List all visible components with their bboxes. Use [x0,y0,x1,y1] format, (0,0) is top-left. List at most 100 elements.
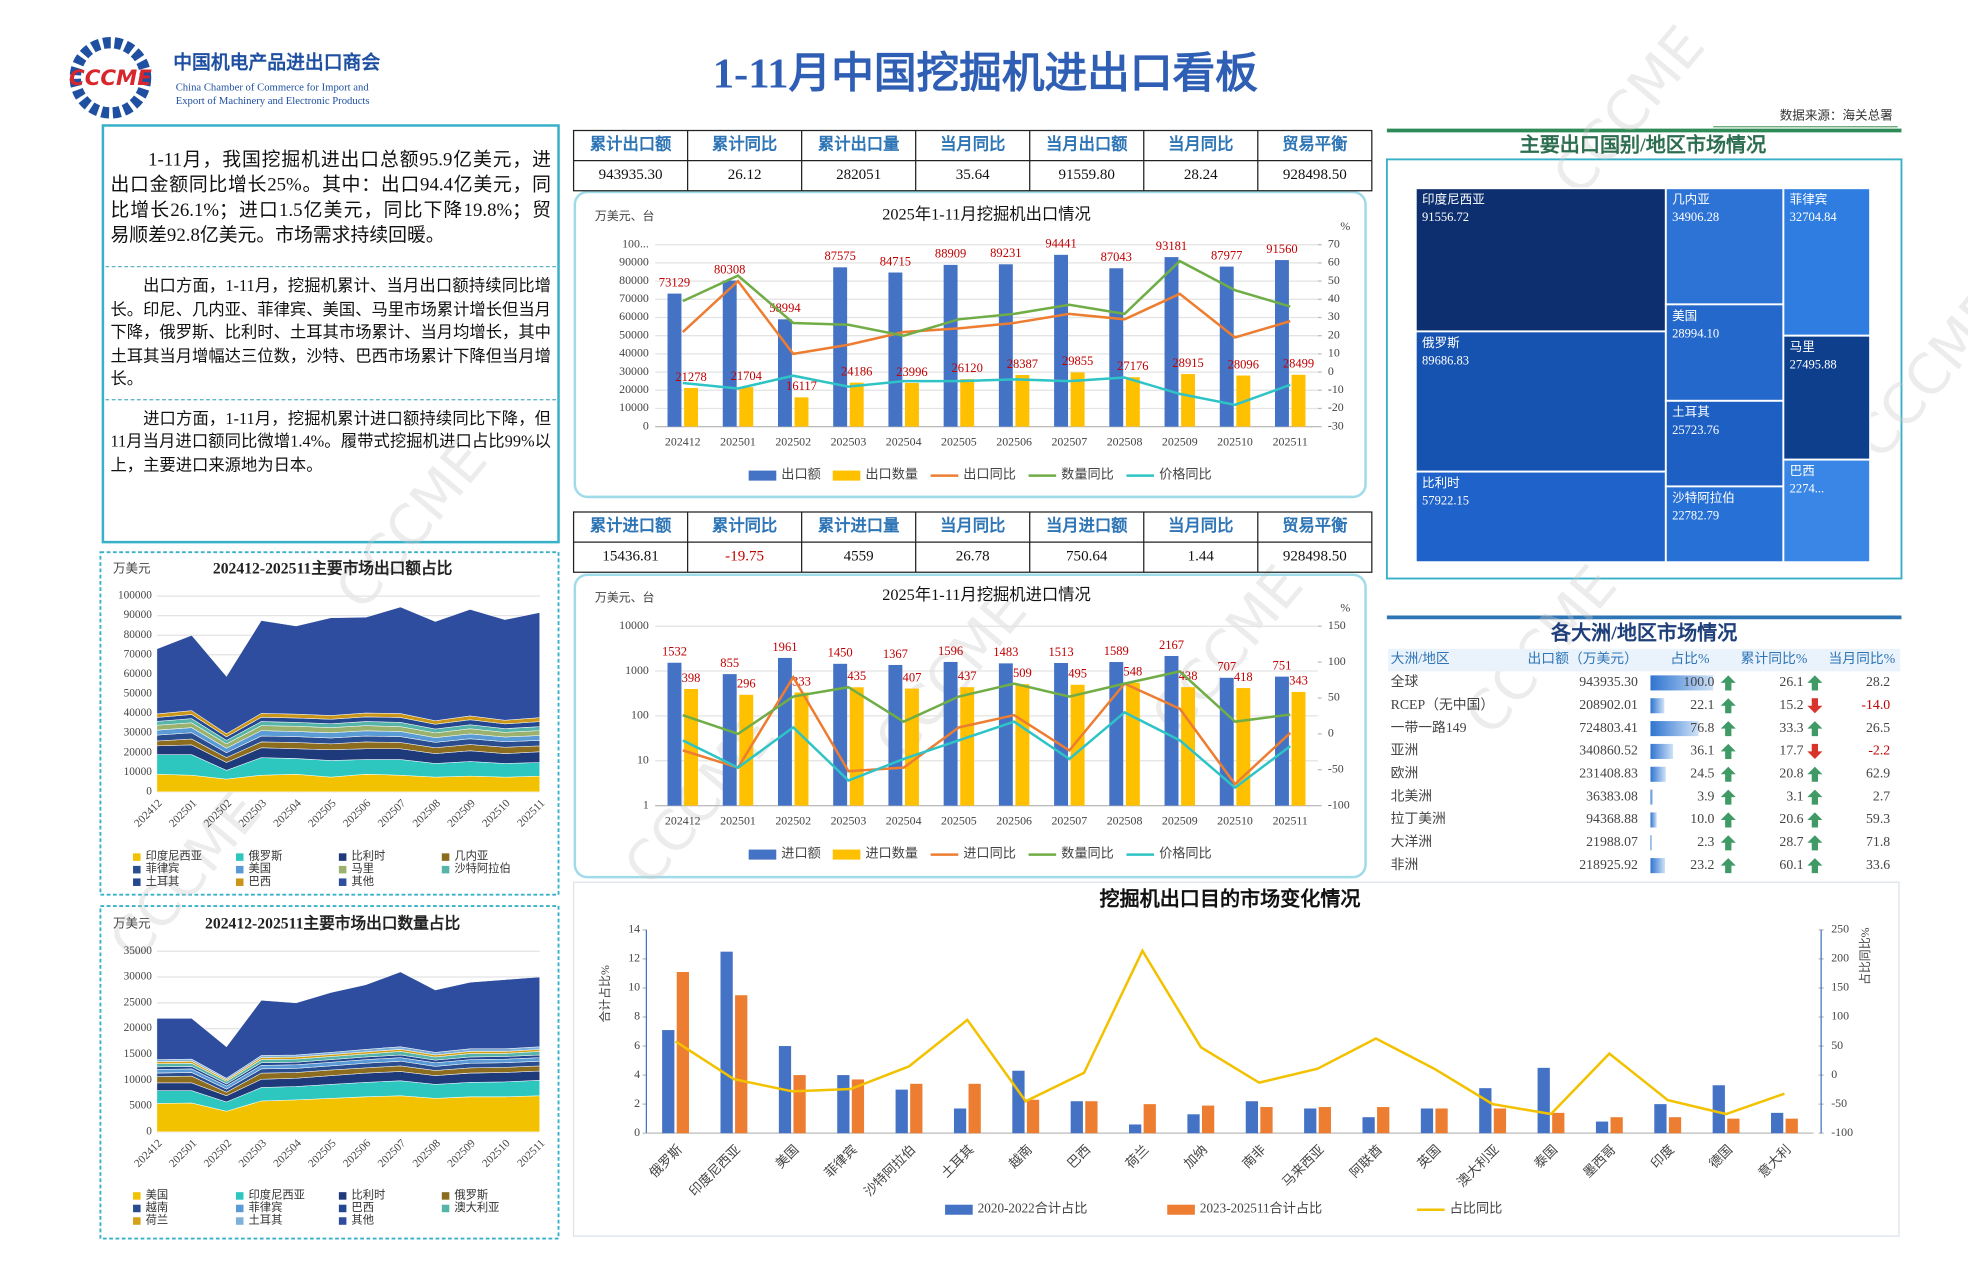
data-label: 93181 [1156,239,1187,253]
table-cell: 28.2 [1866,674,1890,689]
trend-arrow [1807,812,1823,828]
y2-tick-label: 20 [1328,327,1340,341]
x-tick-label: 马来西亚 [1279,1142,1327,1190]
kpi-value: 28.24 [1184,167,1218,183]
data-label: 94441 [1045,237,1076,251]
kpi-header: 累计出口额 [590,134,672,153]
kpi-value: 26.12 [728,167,762,183]
bar [904,383,919,427]
x-tick-label: 202508 [1107,814,1143,828]
legend-swatch [338,878,347,886]
y-tick-label: 15000 [124,1048,153,1060]
x-tick-label: 202511 [515,1137,547,1169]
treemap-label: 土耳其 [1672,405,1710,419]
bar [1245,1101,1259,1134]
y-axis-title: 合计占比% [598,965,612,1023]
table-cell: 17.7 [1779,743,1803,758]
bar [849,687,864,806]
bar [1164,655,1179,806]
data-label: 87977 [1211,248,1242,262]
legend-swatch [133,1192,141,1200]
legend-label: 沙特阿拉伯 [454,861,510,875]
table-cell: 59.3 [1866,811,1890,826]
x-tick-label: 阿联酋 [1346,1141,1385,1180]
y2-tick-label: 0 [1328,726,1334,740]
treemap-label: 印度尼西亚 [1422,192,1485,207]
table-title: 各大洲/地区市场情况 [1550,621,1737,645]
bar [1129,1124,1142,1134]
data-source: 数据来源：海关总署 [1780,109,1893,123]
table-cell: 340860.52 [1579,743,1638,758]
panel [573,573,1367,879]
y-tick-label: 30000 [124,727,153,739]
bar [1070,684,1085,806]
legend-label: 印度尼西亚 [249,1188,305,1202]
trend-arrow [1720,675,1736,691]
data-label: 24186 [841,364,872,378]
table-cell: 北美洲 [1391,788,1432,803]
y-tick-label: 70000 [619,291,649,305]
legend-swatch [832,470,861,481]
bar [953,1108,967,1134]
table-header: 出口额（万美元） [1528,651,1638,666]
kpi-value: 750.64 [1066,549,1108,565]
trend-arrow [1720,721,1736,737]
y2-axis-title: % [1340,600,1350,614]
y2-tick-label: 70 [1328,236,1340,250]
legend-swatch [235,865,244,874]
data-label: 435 [847,669,866,683]
legend-swatch [338,1204,347,1213]
kpi-header: 累计进口额 [590,516,672,535]
y-tick-label: 30000 [124,971,153,983]
bar [1493,1108,1507,1134]
bar [1015,684,1030,806]
legend-swatch [441,853,450,861]
data-label: 21278 [675,370,706,384]
x-tick-label: 202509 [445,1137,478,1170]
kpi-header: 当月进口额 [1046,516,1128,535]
x-tick-label: 202506 [996,435,1032,449]
trend-arrow [1720,812,1736,828]
line [674,948,1785,1116]
legend-label: 巴西 [249,876,272,888]
legend-label: 出口同比 [963,467,1016,482]
x-tick-label: 菲律宾 [821,1142,860,1181]
legend-swatch [235,878,244,886]
y-tick-label: 1 [643,797,649,811]
treemap-cell [1782,187,1872,337]
data-label: 707 [1217,660,1236,674]
x-tick-label: 英国 [1414,1142,1443,1171]
table-cell: 非洲 [1391,857,1419,872]
x-tick-label: 202412 [132,797,165,830]
legend-swatch [338,865,347,874]
treemap-label: 俄罗斯 [1422,336,1460,350]
legend-swatch [133,865,141,874]
bar [1219,677,1234,806]
treemap-label: 菲律宾 [1790,192,1828,207]
y2-tick-label: -50 [1831,1096,1847,1110]
x-tick-label: 202412 [665,435,701,449]
kpi-value: 26.78 [956,549,990,565]
y-tick-label: 0 [634,1125,640,1139]
org-name-en: Export of Machinery and Electronic Produ… [176,96,370,107]
table-cell: 一带一路149 [1391,720,1467,735]
trend-arrow [1720,698,1736,714]
watermark: CCCME [612,705,788,898]
table-header: 当月同比% [1829,651,1896,666]
legend-swatch [832,849,861,860]
y2-tick-label: 0 [1328,364,1334,378]
bar [1362,1117,1375,1134]
kpi-value: 943935.30 [599,167,663,183]
y-tick-label: 0 [643,418,649,432]
bar [1771,1112,1784,1134]
x-tick-label: 202507 [376,797,409,830]
table-cell: 2.7 [1873,788,1890,803]
x-tick-label: 202508 [1107,435,1143,449]
x-tick-label: 202510 [1217,814,1253,828]
treemap-value: 25723.76 [1672,423,1719,437]
data-label: 296 [737,677,756,691]
data-label: 1513 [1049,645,1074,659]
org-name: 中国机电产品进出口商会 [173,50,380,73]
summary-paragraph: 出口方面，1-11月，挖掘机累计、当月出口额持续同比增长。印尼、几内亚、菲律宾、… [105,266,557,398]
y-tick-label: 60000 [124,668,153,680]
